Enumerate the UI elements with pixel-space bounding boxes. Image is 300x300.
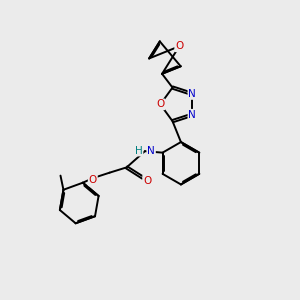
Text: O: O — [175, 41, 183, 51]
Text: H: H — [135, 146, 142, 156]
Text: O: O — [156, 99, 164, 110]
Text: N: N — [147, 146, 155, 156]
Text: O: O — [143, 176, 152, 186]
Text: N: N — [188, 110, 196, 120]
Text: N: N — [188, 89, 196, 99]
Text: O: O — [88, 175, 97, 185]
